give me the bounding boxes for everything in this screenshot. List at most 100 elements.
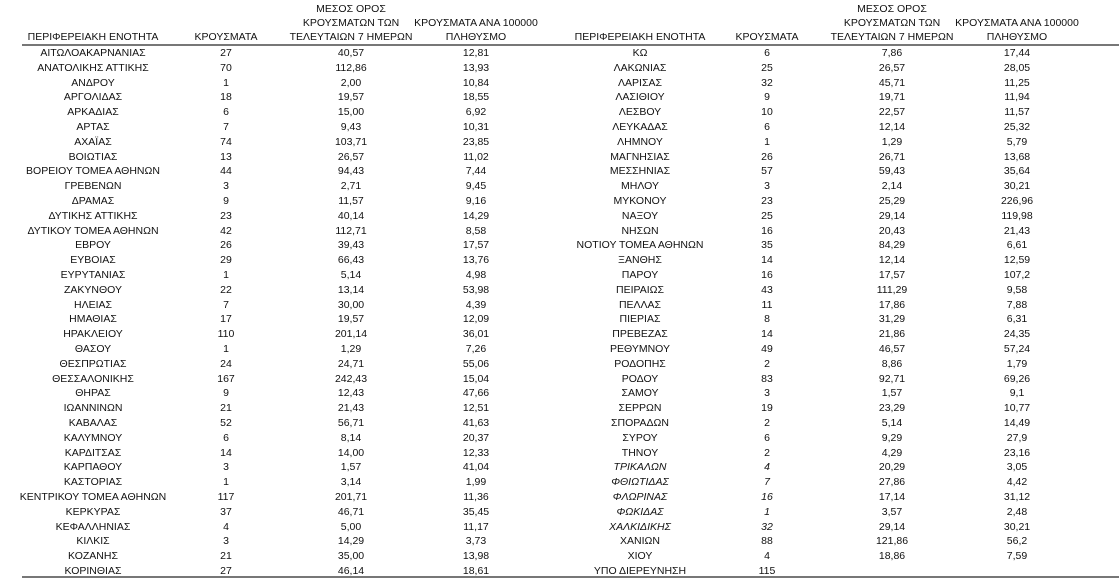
per100k-cell: 69,26 bbox=[1003, 372, 1031, 385]
region-cell: ΠΕΙΡΑΙΩΣ bbox=[616, 283, 664, 296]
header-per100k-right: ΚΡΟΥΣΜΑΤΑ ΑΝΑ 100000 ΠΛΗΘΥΣΜΟ bbox=[937, 0, 1097, 44]
cases-cell: 9 bbox=[223, 195, 229, 207]
cases-cell: 3 bbox=[764, 387, 770, 400]
region-cell: ΜΕΣΣΗΝΙΑΣ bbox=[609, 165, 671, 178]
cases-cell: 4 bbox=[223, 520, 229, 533]
cases-cell: 14 bbox=[761, 254, 773, 267]
region-cell: ΛΕΣΒΟΥ bbox=[618, 106, 662, 119]
region-cell: ΤΗΝΟΥ bbox=[621, 446, 659, 459]
cases-cell: 6 bbox=[764, 47, 770, 59]
avg7-cell: 5,00 bbox=[340, 520, 362, 533]
cases-cell: 14 bbox=[761, 328, 773, 341]
per100k-cell: 4,98 bbox=[465, 269, 487, 281]
cases-cell: 19 bbox=[761, 402, 773, 415]
cases-cell: 1 bbox=[764, 505, 770, 518]
per100k-cell: 10,77 bbox=[1003, 402, 1031, 415]
avg7-cell: 5,14 bbox=[340, 269, 362, 281]
per100k-cell: 30,21 bbox=[1003, 180, 1031, 193]
avg7-cell: 26,57 bbox=[878, 61, 906, 74]
per100k-cell: 17,44 bbox=[1003, 47, 1031, 59]
per100k-cell: 17,57 bbox=[462, 239, 490, 252]
cases-cell: 21 bbox=[220, 550, 232, 563]
region-cell: ΑΝΔΡΟΥ bbox=[71, 76, 115, 89]
cases-cell: 4 bbox=[764, 461, 770, 474]
cases-cell: 3 bbox=[764, 180, 770, 193]
avg7-cell: 39,43 bbox=[337, 239, 365, 252]
avg7-cell: 19,57 bbox=[337, 91, 365, 104]
region-cell: ΚΕΝΤΡΙΚΟΥ ΤΟΜΕΑ ΑΘΗΝΩΝ bbox=[19, 491, 167, 503]
cases-cell: 7 bbox=[223, 298, 229, 311]
cases-cell: 49 bbox=[761, 343, 773, 355]
region-cell: ΔΥΤΙΚΗΣ ΑΤΤΙΚΗΣ bbox=[48, 209, 138, 222]
cases-cell: 8 bbox=[764, 313, 770, 326]
per100k-cell: 23,85 bbox=[462, 135, 490, 148]
header-label: ΚΡΟΥΣΜΑΤΑ ΑΝΑ 100000 bbox=[414, 17, 538, 29]
header-cases-right: ΚΡΟΥΣΜΑΤΑ bbox=[687, 0, 847, 44]
avg7-cell: 1,57 bbox=[881, 387, 903, 400]
region-cell: ΣΑΜΟΥ bbox=[621, 387, 659, 400]
per100k-cell: 12,59 bbox=[1003, 254, 1031, 267]
per100k-cell: 2,48 bbox=[1006, 505, 1028, 518]
header-avg7-left: ΜΕΣΟΣ ΟΡΟΣ ΚΡΟΥΣΜΑΤΩΝ ΤΩΝ ΤΕΛΕΥΤΑΙΩΝ 7 ΗΜΕ… bbox=[271, 0, 431, 44]
cases-cell: 16 bbox=[761, 224, 773, 237]
region-cell: ΒΟΙΩΤΙΑΣ bbox=[68, 150, 118, 163]
avg7-cell: 9,43 bbox=[340, 121, 362, 133]
region-cell: ΑΙΤΩΛΟΑΚΑΡΝΑΝΙΑΣ bbox=[40, 47, 146, 59]
header-label: ΚΡΟΥΣΜΑΤΩΝ ΤΩΝ bbox=[302, 17, 400, 29]
region-cell: ΦΩΚΙΔΑΣ bbox=[616, 505, 664, 518]
header-avg7-right: ΜΕΣΟΣ ΟΡΟΣ ΚΡΟΥΣΜΑΤΩΝ ΤΩΝ ΤΕΛΕΥΤΑΙΩΝ 7 ΗΜΕ… bbox=[812, 0, 972, 44]
per100k-cell: 5,79 bbox=[1006, 135, 1028, 148]
avg7-cell: 112,71 bbox=[335, 224, 367, 237]
region-cell: ΝΟΤΙΟΥ ΤΟΜΕΑ ΑΘΗΝΩΝ bbox=[576, 239, 704, 252]
avg7-cell: 201,14 bbox=[334, 328, 368, 341]
avg7-cell: 1,29 bbox=[881, 135, 903, 148]
avg7-cell: 35,00 bbox=[337, 550, 365, 563]
cases-cell: 110 bbox=[217, 328, 235, 341]
cases-cell: 43 bbox=[761, 283, 773, 296]
cases-cell: 3 bbox=[223, 180, 229, 193]
cases-cell: 11 bbox=[761, 298, 773, 311]
avg7-cell: 2,00 bbox=[340, 76, 362, 89]
header-label: ΚΡΟΥΣΜΑΤΑ bbox=[735, 31, 799, 43]
header-label: ΚΡΟΥΣΜΑΤΑ bbox=[194, 31, 258, 43]
avg7-cell: 31,29 bbox=[878, 313, 906, 326]
cases-cell: 32 bbox=[761, 76, 773, 89]
avg7-cell: 3,57 bbox=[881, 505, 903, 518]
avg7-cell: 56,71 bbox=[337, 417, 365, 429]
region-cell: ΛΑΚΩΝΙΑΣ bbox=[613, 61, 667, 74]
region-cell: ΠΡΕΒΕΖΑΣ bbox=[612, 328, 668, 341]
avg7-cell: 12,14 bbox=[878, 121, 906, 133]
region-cell: ΚΕΦΑΛΛΗΝΙΑΣ bbox=[55, 520, 131, 533]
per100k-cell: 13,76 bbox=[462, 254, 490, 267]
cases-cell: 1 bbox=[223, 343, 229, 355]
cases-cell: 32 bbox=[761, 520, 773, 533]
per100k-cell: 30,21 bbox=[1003, 520, 1031, 533]
avg7-cell: 2,14 bbox=[881, 180, 903, 193]
region-cell: ΜΗΛΟΥ bbox=[621, 180, 659, 193]
cases-cell: 52 bbox=[220, 417, 232, 429]
cases-cell: 26 bbox=[220, 239, 232, 252]
per100k-cell: 11,57 bbox=[1004, 106, 1030, 119]
header-label: ΤΕΛΕΥΤΑΙΩΝ 7 ΗΜΕΡΩΝ bbox=[830, 31, 954, 43]
per100k-cell: 10,84 bbox=[462, 76, 490, 89]
cases-cell: 88 bbox=[761, 535, 773, 548]
region-cell: ΑΧΑΪΑΣ bbox=[74, 135, 112, 148]
avg7-cell: 2,71 bbox=[340, 180, 362, 193]
cases-cell: 42 bbox=[220, 224, 232, 237]
region-cell: ΡΟΔΟΠΗΣ bbox=[614, 357, 666, 370]
region-cell: ΕΥΡΥΤΑΝΙΑΣ bbox=[60, 269, 126, 281]
region-cell: ΚΕΡΚΥΡΑΣ bbox=[65, 505, 121, 518]
cases-cell: 2 bbox=[764, 357, 770, 370]
header-per100k-left: ΚΡΟΥΣΜΑΤΑ ΑΝΑ 100000 ΠΛΗΘΥΣΜΟ bbox=[396, 0, 556, 44]
per100k-cell: 28,05 bbox=[1003, 61, 1031, 74]
cases-cell: 4 bbox=[764, 550, 770, 563]
region-cell: ΧΑΛΚΙΔΙΚΗΣ bbox=[609, 520, 671, 533]
header-label: ΜΕΣΟΣ ΟΡΟΣ bbox=[316, 3, 386, 15]
region-cell: ΘΑΣΟΥ bbox=[74, 343, 112, 355]
region-cell: ΘΗΡΑΣ bbox=[75, 387, 111, 400]
cases-cell: 1 bbox=[223, 476, 229, 489]
region-cell: ΥΠΟ ΔΙΕΡΕΥΝΗΣΗ bbox=[593, 565, 687, 577]
region-cell: ΧΑΝΙΩΝ bbox=[620, 535, 660, 548]
region-cell: ΣΕΡΡΩΝ bbox=[618, 402, 662, 415]
cases-cell: 167 bbox=[217, 372, 235, 385]
